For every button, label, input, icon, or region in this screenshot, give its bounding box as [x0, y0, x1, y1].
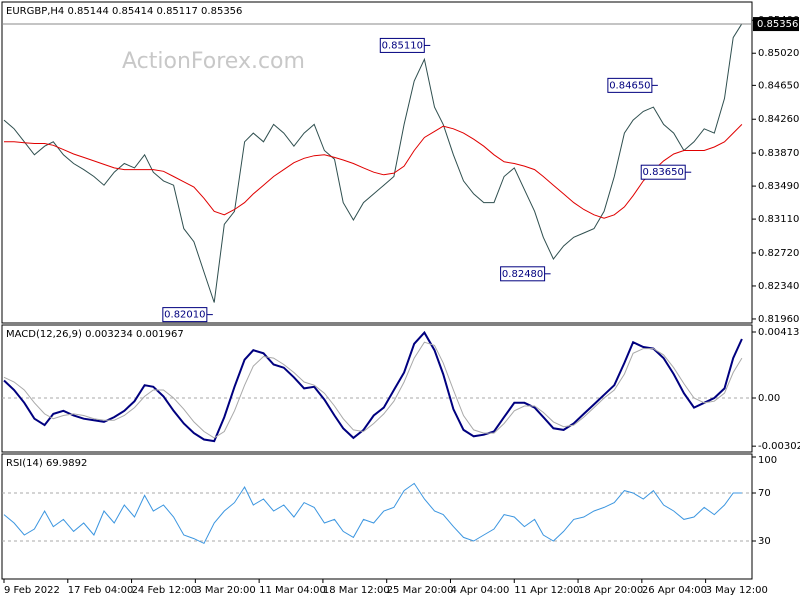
series-line — [3, 341, 743, 439]
annotation-box — [640, 164, 686, 180]
y-tick-label: 0.81960 — [758, 314, 799, 325]
x-tick-label: 25 Mar 20:00 — [387, 585, 454, 596]
series-line — [3, 330, 743, 443]
pane-title: RSI(14) 69.9892 — [6, 458, 87, 469]
y-tick-label: 0.83870 — [758, 148, 799, 159]
y-tick-label: 0.83110 — [758, 214, 799, 225]
watermark: ActionForex.com — [122, 49, 305, 74]
x-tick-label: 3 May 12:00 — [706, 585, 768, 596]
annotation-box — [379, 37, 425, 53]
x-tick-label: 18 Mar 12:00 — [323, 585, 390, 596]
y-tick-label: 100 — [758, 455, 777, 466]
x-tick-label: 18 Apr 20:00 — [578, 585, 643, 596]
pane-frame — [1, 453, 753, 580]
x-tick-label: 3 Mar 20:00 — [195, 585, 255, 596]
pane-frame — [1, 1, 753, 324]
x-tick-label: 11 Mar 04:00 — [259, 585, 326, 596]
series-line — [3, 482, 742, 545]
pane-title: EURGBP,H4 0.85144 0.85414 0.85117 0.8535… — [6, 6, 242, 17]
x-tick-label: 11 Apr 12:00 — [514, 585, 579, 596]
y-tick-label: 0.82340 — [758, 281, 799, 292]
y-tick-label: -0.00302 — [758, 441, 800, 452]
series-line — [3, 23, 743, 303]
annotation-label: 0.84650 — [609, 80, 650, 91]
annotation-box — [607, 77, 653, 93]
y-tick-label: 30 — [758, 536, 771, 547]
y-tick-label: 0.84260 — [758, 114, 799, 125]
y-tick-label: 0.004138 — [758, 327, 800, 338]
y-tick-label: 0.83490 — [758, 181, 799, 192]
x-tick-label: 26 Apr 04:00 — [642, 585, 707, 596]
series-line — [4, 124, 743, 219]
last-price-box — [753, 17, 799, 32]
x-tick-label: 24 Feb 12:00 — [132, 585, 198, 596]
annotation-label: 0.85110 — [382, 40, 423, 51]
annotation-label: 0.82010 — [164, 310, 205, 321]
y-tick-label: 70 — [758, 488, 771, 499]
pane-frame — [1, 324, 753, 453]
last-price-label: 0.85356 — [757, 19, 798, 30]
annotation-label: 0.83650 — [643, 167, 684, 178]
x-tick-label: 17 Feb 04:00 — [68, 585, 134, 596]
y-tick-label: 0.00 — [758, 393, 780, 404]
y-tick-label: 0.85020 — [758, 48, 799, 59]
annotation-label: 0.82480 — [502, 269, 543, 280]
y-tick-label: 0.84650 — [758, 80, 799, 91]
annotation-box — [162, 307, 208, 323]
x-tick-label: 9 Feb 2022 — [4, 585, 60, 596]
pane-title: MACD(12,26,9) 0.003234 0.001967 — [6, 329, 184, 340]
x-tick-label: 4 Apr 04:00 — [450, 585, 509, 596]
y-tick-label: 0.82720 — [758, 248, 799, 259]
annotation-box — [500, 266, 546, 282]
